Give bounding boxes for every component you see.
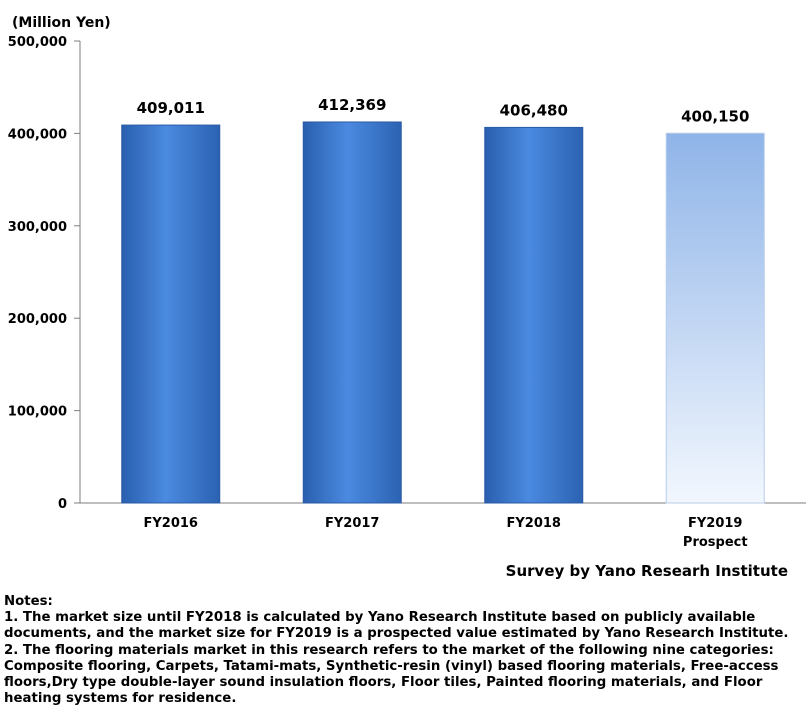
notes-heading: Notes: <box>4 594 53 609</box>
bar-fy2017 <box>302 121 402 504</box>
x-category-label: FY2017 <box>325 516 379 531</box>
y-tick-label: 400,000 <box>8 127 67 142</box>
data-label: 406,480 <box>500 101 568 119</box>
bar-fy2016 <box>121 124 221 504</box>
x-category-label: FY2016 <box>144 516 198 531</box>
note-2: 2. The flooring materials market in this… <box>4 642 779 707</box>
x-axis-categories: FY2016 FY2017 FY2018 FY2019 Prospect <box>144 516 748 550</box>
bars <box>121 121 765 504</box>
y-axis: 0 100,000 200,000 300,000 400,000 500,000 <box>8 35 806 512</box>
bar-chart: (Million Yen) 0 100,000 200,000 300,000 400,… <box>8 15 806 550</box>
y-tick-label: 500,000 <box>8 35 67 50</box>
source-credit: Survey by Yano Researh Institute <box>505 562 788 580</box>
data-labels: 409,011 412,369 406,480 400,150 <box>137 96 750 125</box>
y-axis-unit-label: (Million Yen) <box>12 15 111 31</box>
bar-fy2018 <box>484 126 584 504</box>
data-label: 400,150 <box>681 107 749 125</box>
y-tick-label: 200,000 <box>8 312 67 327</box>
x-category-label: FY2019 <box>688 516 742 531</box>
y-tick-label: 0 <box>58 497 67 512</box>
notes-section: Notes: 1. The market size until FY2018 i… <box>4 594 802 707</box>
y-tick-label: 300,000 <box>8 220 67 235</box>
x-category-label: FY2018 <box>507 516 561 531</box>
note-1: 1. The market size until FY2018 is calcu… <box>4 610 789 642</box>
bar-fy2019 <box>665 132 765 504</box>
y-tick-label: 100,000 <box>8 405 67 420</box>
data-label: 409,011 <box>137 99 205 117</box>
data-label: 412,369 <box>318 96 386 114</box>
x-category-sublabel: Prospect <box>683 535 748 550</box>
